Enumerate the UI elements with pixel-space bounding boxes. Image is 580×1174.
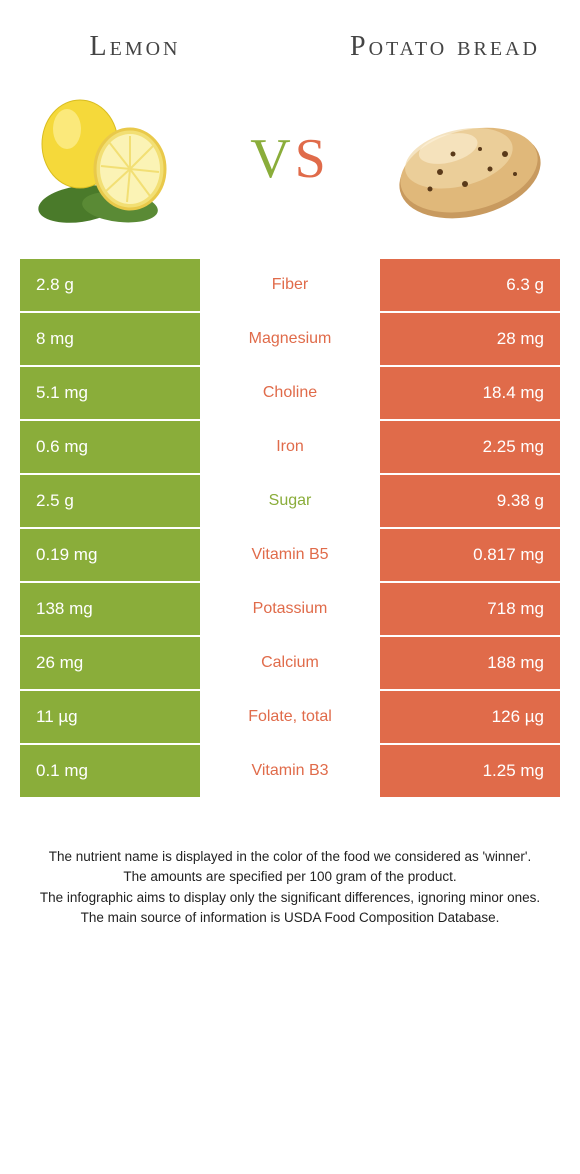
nutrient-label: Calcium: [200, 637, 380, 689]
footnotes: The nutrient name is displayed in the co…: [30, 847, 550, 928]
left-value-cell: 5.1 mg: [20, 367, 200, 419]
table-row: 11 µgFolate, total126 µg: [20, 691, 560, 743]
left-value-cell: 138 mg: [20, 583, 200, 635]
right-value-cell: 6.3 g: [380, 259, 560, 311]
infographic-container: Lemon Potato bread: [0, 0, 580, 928]
right-value-cell: 718 mg: [380, 583, 560, 635]
left-value-cell: 2.8 g: [20, 259, 200, 311]
table-row: 0.1 mgVitamin B31.25 mg: [20, 745, 560, 797]
left-food-title: Lemon: [20, 30, 250, 64]
table-row: 0.19 mgVitamin B50.817 mg: [20, 529, 560, 581]
nutrient-label: Choline: [200, 367, 380, 419]
nutrient-label: Vitamin B5: [200, 529, 380, 581]
nutrient-label: Potassium: [200, 583, 380, 635]
table-row: 138 mgPotassium718 mg: [20, 583, 560, 635]
right-value-cell: 126 µg: [380, 691, 560, 743]
lemon-image: [25, 84, 195, 234]
nutrient-label: Magnesium: [200, 313, 380, 365]
nutrient-label: Iron: [200, 421, 380, 473]
left-value-cell: 11 µg: [20, 691, 200, 743]
table-row: 2.8 gFiber6.3 g: [20, 259, 560, 311]
images-row: VS: [0, 74, 580, 259]
left-value-cell: 0.6 mg: [20, 421, 200, 473]
right-value-cell: 0.817 mg: [380, 529, 560, 581]
left-value-cell: 0.1 mg: [20, 745, 200, 797]
right-value-cell: 18.4 mg: [380, 367, 560, 419]
right-food-title: Potato bread: [330, 30, 560, 64]
nutrient-label: Vitamin B3: [200, 745, 380, 797]
left-value-cell: 26 mg: [20, 637, 200, 689]
table-row: 26 mgCalcium188 mg: [20, 637, 560, 689]
nutrient-label: Fiber: [200, 259, 380, 311]
left-value-cell: 8 mg: [20, 313, 200, 365]
nutrient-label: Folate, total: [200, 691, 380, 743]
footnote-line: The amounts are specified per 100 gram o…: [30, 867, 550, 887]
left-value-cell: 2.5 g: [20, 475, 200, 527]
vs-label: VS: [250, 127, 330, 191]
footnote-line: The infographic aims to display only the…: [30, 888, 550, 908]
header-row: Lemon Potato bread: [0, 0, 580, 74]
left-value-cell: 0.19 mg: [20, 529, 200, 581]
nutrient-table: 2.8 gFiber6.3 g8 mgMagnesium28 mg5.1 mgC…: [20, 259, 560, 797]
footnote-line: The main source of information is USDA F…: [30, 908, 550, 928]
footnote-line: The nutrient name is displayed in the co…: [30, 847, 550, 867]
vs-s: S: [295, 128, 330, 190]
right-value-cell: 28 mg: [380, 313, 560, 365]
bread-image: [385, 84, 555, 234]
table-row: 8 mgMagnesium28 mg: [20, 313, 560, 365]
vs-v: V: [250, 128, 294, 190]
table-row: 2.5 gSugar9.38 g: [20, 475, 560, 527]
table-row: 5.1 mgCholine18.4 mg: [20, 367, 560, 419]
table-row: 0.6 mgIron2.25 mg: [20, 421, 560, 473]
right-value-cell: 2.25 mg: [380, 421, 560, 473]
right-value-cell: 9.38 g: [380, 475, 560, 527]
nutrient-label: Sugar: [200, 475, 380, 527]
right-value-cell: 1.25 mg: [380, 745, 560, 797]
right-value-cell: 188 mg: [380, 637, 560, 689]
